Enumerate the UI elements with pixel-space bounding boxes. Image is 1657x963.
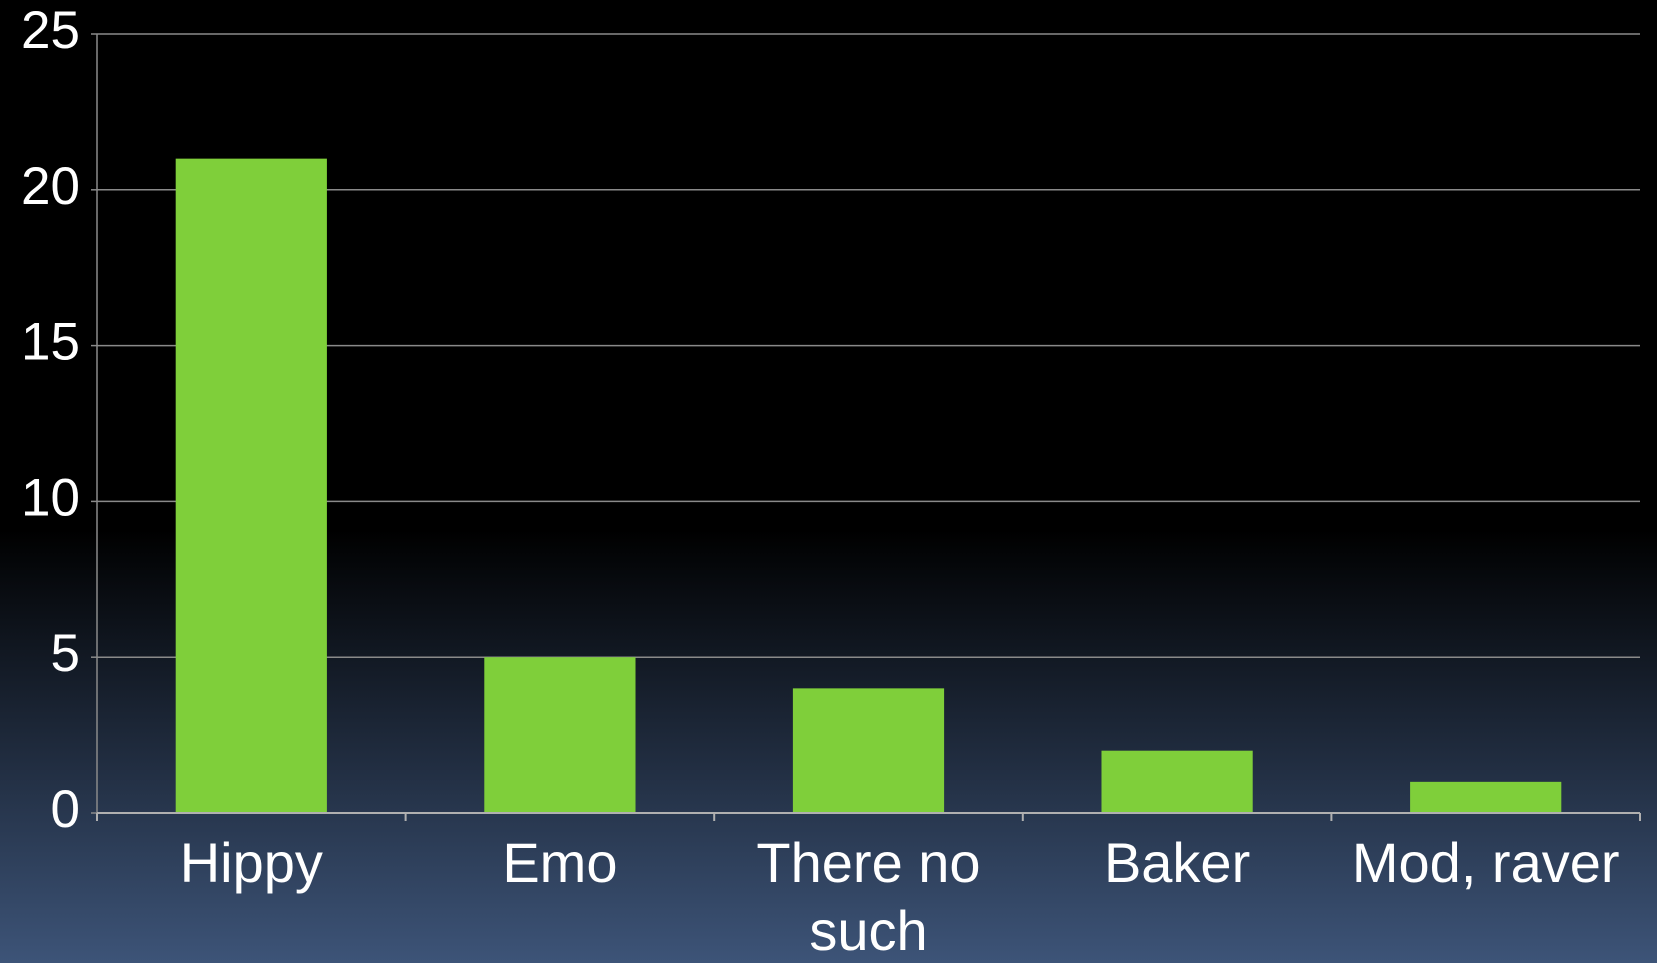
y-tick-label: 10 bbox=[21, 468, 80, 527]
bar bbox=[175, 158, 327, 813]
bar bbox=[1410, 781, 1562, 813]
x-tick-label: Mod, raver bbox=[1352, 831, 1620, 894]
x-tick-label: Hippy bbox=[180, 831, 323, 894]
x-tick-label: Baker bbox=[1104, 831, 1250, 894]
y-tick-label: 20 bbox=[21, 157, 80, 216]
bar bbox=[792, 688, 945, 813]
bar bbox=[1101, 750, 1253, 813]
y-tick-label: 0 bbox=[51, 780, 80, 839]
bar bbox=[484, 657, 636, 813]
x-tick-label: Emo bbox=[502, 831, 617, 894]
y-tick-label: 25 bbox=[21, 1, 80, 60]
y-tick-label: 15 bbox=[21, 313, 80, 372]
x-tick-label: There no such bbox=[756, 831, 980, 962]
y-tick-label: 5 bbox=[51, 624, 80, 683]
